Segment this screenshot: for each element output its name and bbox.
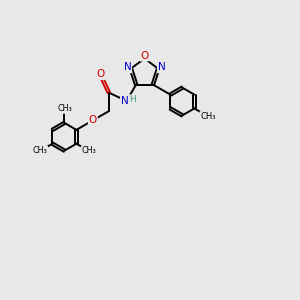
Text: O: O — [97, 69, 105, 79]
Text: CH₃: CH₃ — [200, 112, 216, 121]
Text: N: N — [121, 96, 129, 106]
Text: H: H — [129, 95, 136, 104]
Text: CH₃: CH₃ — [57, 104, 72, 113]
Text: O: O — [89, 116, 97, 125]
Text: N: N — [124, 62, 131, 72]
Text: CH₃: CH₃ — [33, 146, 47, 155]
Text: O: O — [140, 51, 148, 61]
Text: N: N — [158, 62, 166, 72]
Text: CH₃: CH₃ — [81, 146, 96, 155]
